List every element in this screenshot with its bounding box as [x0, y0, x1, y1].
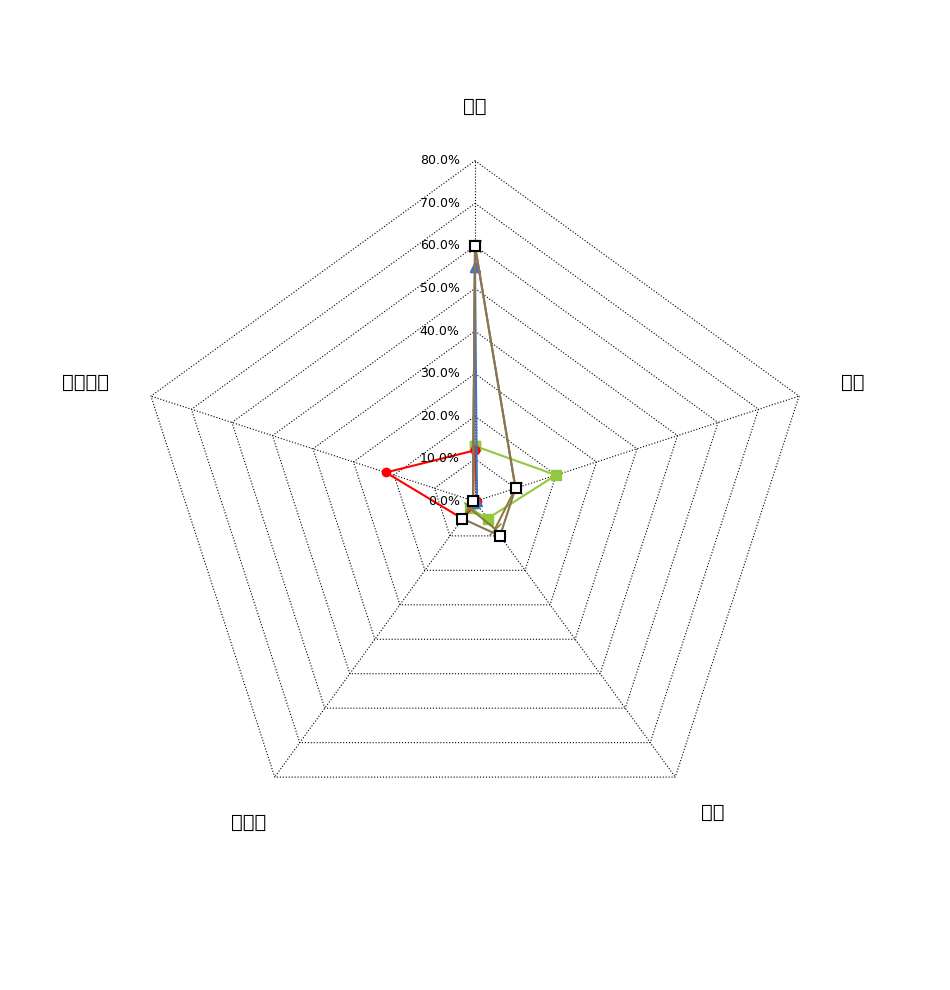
Text: 40.0%: 40.0%	[420, 325, 460, 338]
Text: 20.0%: 20.0%	[420, 410, 460, 423]
Text: 自由移動: 自由移動	[62, 373, 109, 392]
Text: 60.0%: 60.0%	[420, 240, 460, 252]
Text: 30.0%: 30.0%	[420, 367, 460, 380]
Text: 労働: 労働	[464, 97, 486, 117]
Text: 人道: 人道	[701, 804, 725, 823]
Text: 50.0%: 50.0%	[420, 282, 460, 295]
Text: 80.0%: 80.0%	[420, 154, 460, 167]
Text: 0.0%: 0.0%	[428, 495, 460, 508]
Text: 家族: 家族	[841, 373, 864, 392]
Text: その他: その他	[231, 813, 266, 832]
Text: 70.0%: 70.0%	[420, 197, 460, 210]
Text: 10.0%: 10.0%	[420, 452, 460, 465]
